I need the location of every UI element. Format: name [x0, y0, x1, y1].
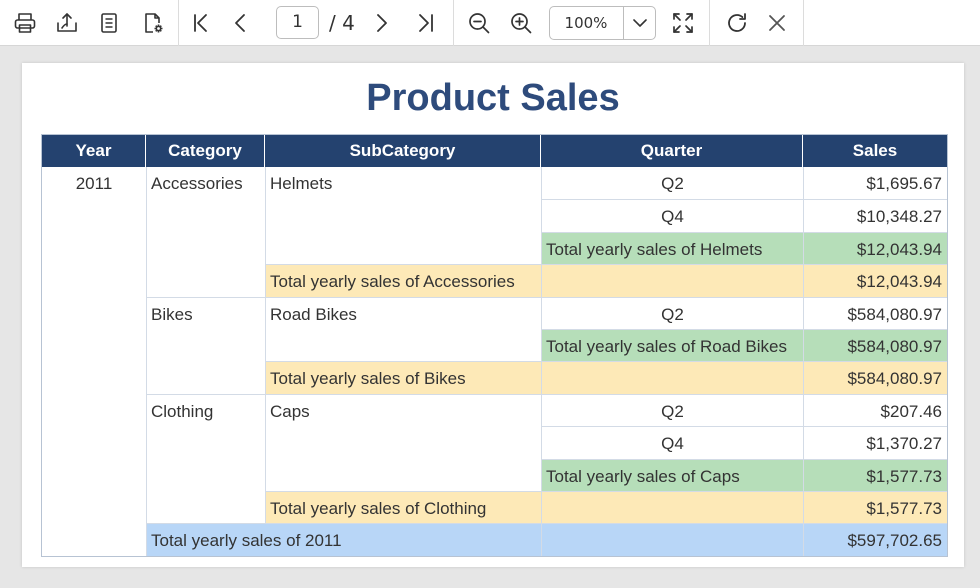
- first-page-icon: [194, 14, 207, 32]
- page-setup-button[interactable]: [94, 7, 124, 39]
- subcategory-total-value: $584,080.97: [803, 328, 947, 362]
- category-total-value: $12,043.94: [803, 264, 947, 297]
- header-subcategory: SubCategory: [265, 135, 541, 167]
- refresh-button[interactable]: [722, 7, 752, 39]
- close-button[interactable]: [762, 7, 792, 39]
- first-page-button[interactable]: [186, 7, 216, 39]
- next-page-button[interactable]: [366, 7, 396, 39]
- zoom-out-button[interactable]: [464, 7, 494, 39]
- category-total-blank: [541, 264, 803, 297]
- export-icon: [57, 13, 77, 32]
- year-total-label: Total yearly sales of 2011: [146, 523, 541, 556]
- page-count: / 4: [329, 11, 355, 35]
- category-total-label: Total yearly sales of Accessories: [265, 264, 541, 297]
- report-title: Product Sales: [366, 77, 620, 119]
- subcategory-cell: Caps: [265, 393, 541, 491]
- category-total-label: Total yearly sales of Bikes: [265, 361, 541, 394]
- refresh-icon: [728, 13, 746, 32]
- chevron-right-icon: [377, 14, 387, 32]
- close-icon: [769, 15, 785, 31]
- sales-table: Year Category SubCategory Quarter Sales …: [41, 134, 948, 557]
- sales-cell: $10,348.27: [803, 199, 947, 232]
- current-page-input[interactable]: 1: [276, 6, 319, 39]
- header-quarter: Quarter: [541, 135, 803, 167]
- report-page: Product Sales Year Category SubCategory …: [22, 63, 964, 567]
- year-total-value: $597,702.65: [803, 523, 947, 556]
- subcategory-total-value: $1,577.73: [803, 458, 947, 491]
- fit-page-button[interactable]: [668, 7, 698, 39]
- zoom-dropdown[interactable]: 100%: [549, 6, 656, 40]
- category-total-value: $584,080.97: [803, 361, 947, 394]
- subcategory-total-label: Total yearly sales of Road Bikes: [541, 328, 803, 362]
- zoom-in-icon: [511, 13, 532, 34]
- toolbar-separator: [453, 0, 454, 46]
- dropdown-divider: [623, 7, 624, 39]
- sales-cell: $584,080.97: [803, 296, 947, 329]
- print-button[interactable]: [10, 7, 40, 39]
- parameters-button[interactable]: [138, 7, 168, 39]
- fit-page-icon: [673, 13, 693, 33]
- chevron-left-icon: [235, 14, 245, 32]
- print-icon: [14, 13, 36, 33]
- toolbar-separator: [803, 0, 804, 46]
- subcategory-total-label: Total yearly sales of Caps: [541, 458, 803, 491]
- category-cell: Accessories: [146, 167, 265, 297]
- subcategory-cell: Helmets: [265, 167, 541, 265]
- zoom-out-icon: [469, 13, 490, 34]
- sales-cell: $207.46: [803, 393, 947, 427]
- viewer-toolbar: 1 / 4 100%: [0, 0, 980, 46]
- chevron-down-icon: [633, 19, 647, 27]
- last-page-icon: [419, 14, 433, 32]
- subcategory-total-label: Total yearly sales of Helmets: [541, 231, 803, 265]
- header-category: Category: [146, 135, 265, 167]
- quarter-cell: Q2: [541, 296, 803, 329]
- category-total-blank: [541, 490, 803, 524]
- category-total-label: Total yearly sales of Clothing: [265, 490, 541, 524]
- last-page-button[interactable]: [410, 7, 440, 39]
- category-cell: Bikes: [146, 296, 265, 394]
- quarter-cell: Q2: [541, 167, 803, 200]
- sales-cell: $1,370.27: [803, 426, 947, 459]
- export-button[interactable]: [52, 7, 82, 39]
- year-total-blank: [541, 523, 803, 556]
- sales-cell: $1,695.67: [803, 167, 947, 200]
- category-cell: Clothing: [146, 393, 265, 524]
- zoom-in-button[interactable]: [506, 7, 536, 39]
- zoom-value: 100%: [564, 14, 608, 32]
- header-sales: Sales: [803, 135, 947, 167]
- previous-page-button[interactable]: [226, 7, 256, 39]
- quarter-cell: Q2: [541, 393, 803, 427]
- category-total-value: $1,577.73: [803, 490, 947, 524]
- header-year: Year: [42, 135, 146, 167]
- subcategory-cell: Road Bikes: [265, 296, 541, 362]
- category-total-blank: [541, 361, 803, 394]
- quarter-cell: Q4: [541, 426, 803, 459]
- document-icon: [101, 13, 117, 33]
- year-cell: 2011: [75, 174, 113, 193]
- quarter-cell: Q4: [541, 199, 803, 232]
- subcategory-total-value: $12,043.94: [803, 231, 947, 265]
- document-settings-icon: [145, 13, 163, 33]
- toolbar-separator: [178, 0, 179, 46]
- toolbar-separator: [709, 0, 710, 46]
